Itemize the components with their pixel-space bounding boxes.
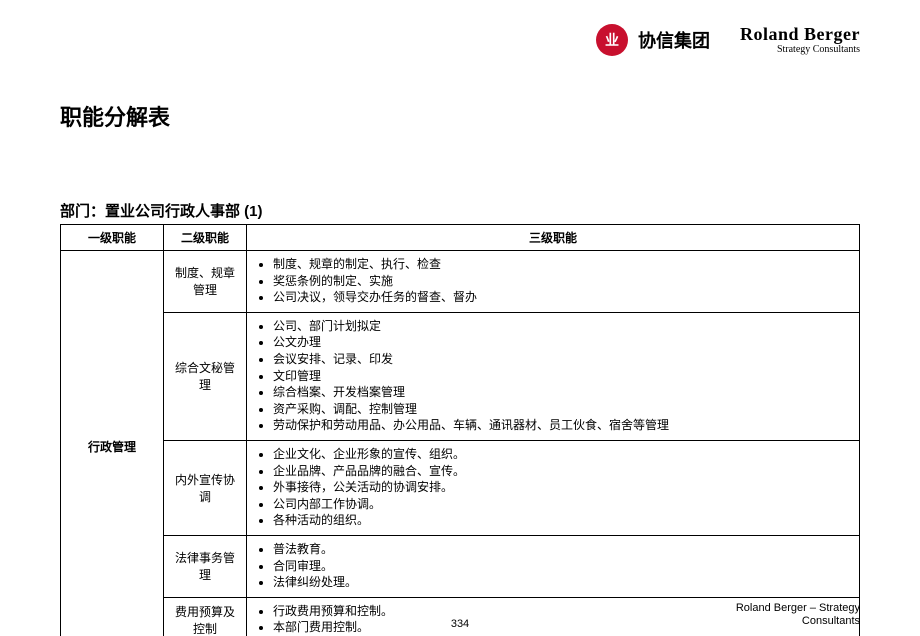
table-row: 综合文秘管理公司、部门计划拟定公文办理会议安排、记录、印发文印管理综合档案、开发… bbox=[61, 312, 860, 440]
level2-cell: 制度、规章管理 bbox=[164, 251, 247, 313]
list-item: 普法教育。 bbox=[273, 542, 853, 558]
xiexin-logo-glyph: 业 bbox=[605, 30, 619, 50]
header: 业 协信集团 Roland Berger Strategy Consultant… bbox=[596, 24, 860, 56]
list-item: 资产采购、调配、控制管理 bbox=[273, 402, 853, 418]
level2-cell: 内外宣传协调 bbox=[164, 440, 247, 535]
col-header-level3: 三级职能 bbox=[247, 225, 860, 251]
list-item: 合同审理。 bbox=[273, 559, 853, 575]
list-item: 企业文化、企业形象的宣传、组织。 bbox=[273, 447, 853, 463]
level3-list: 公司、部门计划拟定公文办理会议安排、记录、印发文印管理综合档案、开发档案管理资产… bbox=[253, 319, 853, 434]
footer-page-number: 334 bbox=[451, 618, 469, 630]
level2-cell: 综合文秘管理 bbox=[164, 312, 247, 440]
list-item: 公司内部工作协调。 bbox=[273, 497, 853, 513]
level1-cell: 行政管理 bbox=[61, 251, 164, 636]
brand-xiexin: 协信集团 bbox=[638, 27, 710, 53]
list-item: 奖惩条例的制定、实施 bbox=[273, 274, 853, 290]
list-item: 法律纠纷处理。 bbox=[273, 575, 853, 591]
col-header-level1: 一级职能 bbox=[61, 225, 164, 251]
table-row: 内外宣传协调企业文化、企业形象的宣传、组织。企业品牌、产品品牌的融合、宣传。外事… bbox=[61, 440, 860, 535]
list-item: 公文办理 bbox=[273, 335, 853, 351]
col-header-level2: 二级职能 bbox=[164, 225, 247, 251]
brand-rb-main: Roland Berger bbox=[740, 25, 860, 43]
level3-list: 制度、规章的制定、执行、检查奖惩条例的制定、实施公司决议，领导交办任务的督查、督… bbox=[253, 257, 853, 306]
level3-cell: 公司、部门计划拟定公文办理会议安排、记录、印发文印管理综合档案、开发档案管理资产… bbox=[247, 312, 860, 440]
level3-list: 企业文化、企业形象的宣传、组织。企业品牌、产品品牌的融合、宣传。外事接待，公关活… bbox=[253, 447, 853, 529]
list-item: 劳动保护和劳动用品、办公用品、车辆、通讯器材、员工伙食、宿舍等管理 bbox=[273, 418, 853, 434]
brand-rb-sub: Strategy Consultants bbox=[740, 45, 860, 55]
list-item: 企业品牌、产品品牌的融合、宣传。 bbox=[273, 464, 853, 480]
level3-cell: 企业文化、企业形象的宣传、组织。企业品牌、产品品牌的融合、宣传。外事接待，公关活… bbox=[247, 440, 860, 535]
page-subtitle: 部门：置业公司行政人事部 (1) bbox=[60, 200, 263, 221]
level3-cell: 普法教育。合同审理。法律纠纷处理。 bbox=[247, 535, 860, 597]
list-item: 公司、部门计划拟定 bbox=[273, 319, 853, 335]
footer-right-line2: Consultants bbox=[736, 615, 860, 628]
xiexin-logo-icon: 业 bbox=[596, 24, 628, 56]
footer-right: Roland Berger – Strategy Consultants bbox=[736, 602, 860, 628]
list-item: 各种活动的组织。 bbox=[273, 513, 853, 529]
table-row: 行政管理制度、规章管理制度、规章的制定、执行、检查奖惩条例的制定、实施公司决议，… bbox=[61, 251, 860, 313]
list-item: 会议安排、记录、印发 bbox=[273, 352, 853, 368]
level3-cell: 制度、规章的制定、执行、检查奖惩条例的制定、实施公司决议，领导交办任务的督查、督… bbox=[247, 251, 860, 313]
level3-list: 普法教育。合同审理。法律纠纷处理。 bbox=[253, 542, 853, 591]
list-item: 公司决议，领导交办任务的督查、督办 bbox=[273, 290, 853, 306]
brand-roland-berger: Roland Berger Strategy Consultants bbox=[740, 25, 860, 55]
table-header-row: 一级职能 二级职能 三级职能 bbox=[61, 225, 860, 251]
table-row: 法律事务管理普法教育。合同审理。法律纠纷处理。 bbox=[61, 535, 860, 597]
list-item: 综合档案、开发档案管理 bbox=[273, 385, 853, 401]
level2-cell: 费用预算及控制 bbox=[164, 597, 247, 636]
footer-right-line1: Roland Berger – Strategy bbox=[736, 602, 860, 615]
level2-cell: 法律事务管理 bbox=[164, 535, 247, 597]
list-item: 制度、规章的制定、执行、检查 bbox=[273, 257, 853, 273]
page-title: 职能分解表 bbox=[60, 100, 170, 132]
list-item: 文印管理 bbox=[273, 369, 853, 385]
list-item: 外事接待，公关活动的协调安排。 bbox=[273, 480, 853, 496]
function-table: 一级职能 二级职能 三级职能 行政管理制度、规章管理制度、规章的制定、执行、检查… bbox=[60, 224, 860, 636]
